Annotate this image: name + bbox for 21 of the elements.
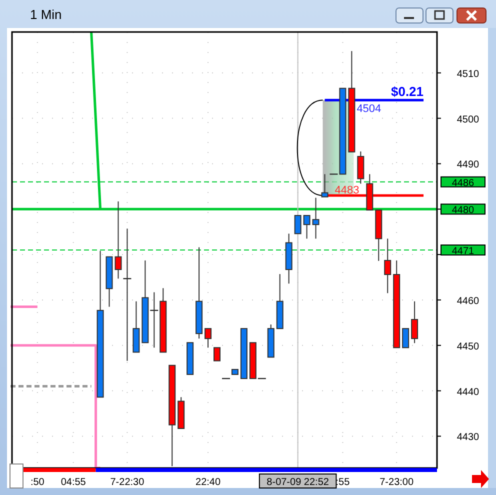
y-tick-label: 4460 [456, 296, 480, 307]
annotation: 4483 [334, 184, 360, 196]
y-tick-label: 4490 [456, 160, 480, 171]
y-tick-label: 4500 [456, 114, 480, 126]
x-tick-label: 04:55 [60, 477, 86, 488]
ref-line-label: 4486 [452, 178, 475, 189]
x-tick-label: :50 [30, 477, 45, 488]
x-tick-label: 7-22:30 [110, 477, 145, 488]
annotation: 4504 [356, 103, 382, 116]
y-tick-label: 4440 [456, 386, 480, 398]
y-tick-label: 4430 [456, 432, 480, 444]
y-tick-label: 4510 [456, 68, 480, 80]
ref-line-label: 4480 [452, 205, 475, 216]
annotation: $0.21 [390, 84, 424, 100]
x-tick-label: 8-07-09 22:52 [266, 477, 330, 488]
x-tick-label: 7-23:00 [380, 477, 414, 488]
x-tick-label: :55 [336, 477, 350, 488]
ref-line-label: 4471 [452, 246, 475, 257]
chart-title: 1 Min [30, 7, 62, 22]
x-tick-label: 22:40 [196, 477, 221, 488]
y-tick-label: 4450 [456, 341, 480, 352]
